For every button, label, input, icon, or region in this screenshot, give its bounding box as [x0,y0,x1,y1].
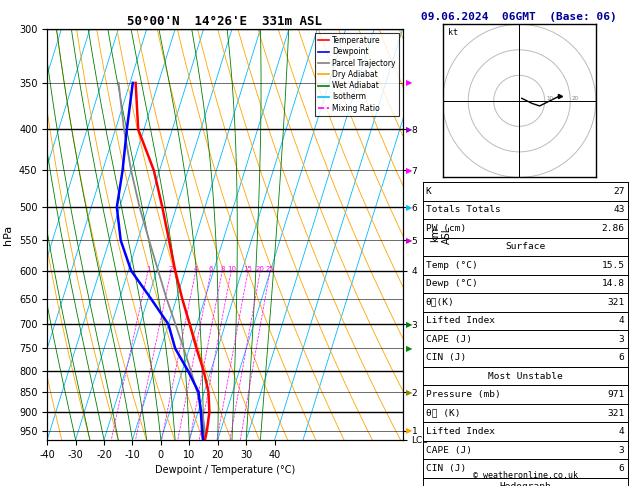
Y-axis label: hPa: hPa [3,225,13,244]
Text: Lifted Index: Lifted Index [426,427,495,436]
Text: 6: 6 [619,464,625,473]
Text: 15.5: 15.5 [601,261,625,270]
Text: 09.06.2024  06GMT  (Base: 06): 09.06.2024 06GMT (Base: 06) [421,12,617,22]
Text: ▶: ▶ [406,78,412,87]
Text: Hodograph: Hodograph [499,483,551,486]
Text: 20: 20 [572,96,579,101]
Text: 25: 25 [265,266,274,272]
Text: 4: 4 [619,427,625,436]
Text: 6: 6 [209,266,213,272]
Title: 50°00'N  14°26'E  331m ASL: 50°00'N 14°26'E 331m ASL [127,15,323,28]
X-axis label: Dewpoint / Temperature (°C): Dewpoint / Temperature (°C) [155,465,295,475]
Text: Totals Totals: Totals Totals [426,206,501,214]
Text: ▶: ▶ [406,426,412,435]
Text: 2.86: 2.86 [601,224,625,233]
Text: Most Unstable: Most Unstable [488,372,562,381]
Text: © weatheronline.co.uk: © weatheronline.co.uk [473,471,577,480]
Legend: Temperature, Dewpoint, Parcel Trajectory, Dry Adiabat, Wet Adiabat, Isotherm, Mi: Temperature, Dewpoint, Parcel Trajectory… [314,33,399,116]
Text: 4: 4 [619,316,625,325]
Text: kt: kt [448,28,458,36]
Text: Lifted Index: Lifted Index [426,316,495,325]
Text: 10: 10 [227,266,236,272]
Text: 2: 2 [169,266,173,272]
Text: CIN (J): CIN (J) [426,353,466,362]
Text: ▶: ▶ [406,125,412,134]
Text: θᴄ(K): θᴄ(K) [426,298,455,307]
Text: Dewp (°C): Dewp (°C) [426,279,477,288]
Text: 1: 1 [146,266,150,272]
Text: 3: 3 [619,446,625,454]
Text: ▶: ▶ [406,166,412,175]
Text: 43: 43 [613,206,625,214]
Text: 321: 321 [608,298,625,307]
Text: 27: 27 [613,187,625,196]
Text: θᴄ (K): θᴄ (K) [426,409,460,417]
Text: 15: 15 [243,266,252,272]
Text: 3: 3 [619,335,625,344]
Text: Temp (°C): Temp (°C) [426,261,477,270]
Text: 4: 4 [194,266,198,272]
Y-axis label: km
ASL: km ASL [431,226,452,243]
Text: Surface: Surface [505,243,545,251]
Text: CAPE (J): CAPE (J) [426,446,472,454]
Text: 971: 971 [608,390,625,399]
Text: K: K [426,187,431,196]
Text: ▶: ▶ [406,236,412,245]
Text: CAPE (J): CAPE (J) [426,335,472,344]
Text: ▶: ▶ [406,203,412,211]
Text: ▶: ▶ [406,320,412,329]
Text: 14.8: 14.8 [601,279,625,288]
Text: 10: 10 [546,96,553,101]
Text: PW (cm): PW (cm) [426,224,466,233]
Text: 8: 8 [220,266,225,272]
Text: 321: 321 [608,409,625,417]
Text: ▶: ▶ [406,344,412,353]
Text: ▶: ▶ [406,387,412,397]
Text: 20: 20 [256,266,265,272]
Text: 6: 6 [619,353,625,362]
Text: CIN (J): CIN (J) [426,464,466,473]
Text: Pressure (mb): Pressure (mb) [426,390,501,399]
